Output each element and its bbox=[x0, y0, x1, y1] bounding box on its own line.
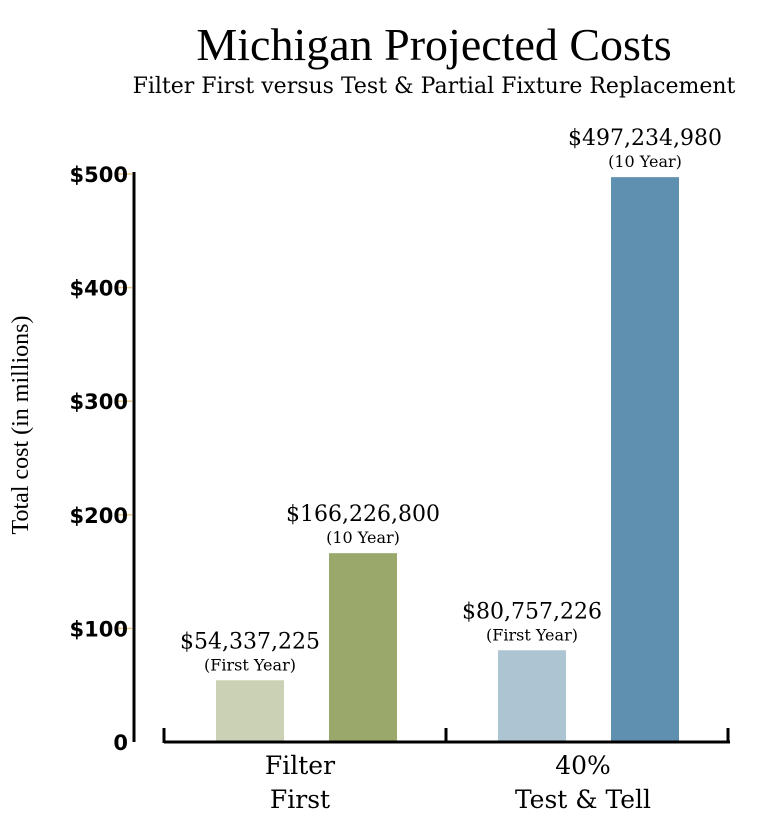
bar bbox=[216, 680, 284, 741]
axes: 0 $100 $200 $300 $400 $500 bbox=[70, 163, 730, 755]
bar bbox=[611, 177, 679, 741]
y-tick-label: $500 bbox=[70, 163, 128, 187]
x-category-label: 40% bbox=[555, 751, 611, 780]
bar-value-label: $80,757,226 bbox=[462, 599, 602, 624]
chart-subtitle: Filter First versus Test & Partial Fixtu… bbox=[133, 74, 736, 99]
bar-value-label: $54,337,225 bbox=[180, 629, 320, 654]
bars bbox=[216, 177, 679, 741]
y-tick-label: $400 bbox=[70, 277, 128, 301]
x-category-label: Test & Tell bbox=[515, 785, 651, 814]
chart-title: Michigan Projected Costs bbox=[196, 19, 671, 70]
bar bbox=[498, 650, 566, 741]
bar-period-label: (10 Year) bbox=[326, 528, 400, 547]
bar-period-label: (First Year) bbox=[486, 625, 578, 644]
y-axis-label: Total cost (in millions) bbox=[8, 316, 34, 535]
bar bbox=[329, 553, 397, 741]
bar-period-label: (First Year) bbox=[204, 655, 296, 674]
y-tick-label: $300 bbox=[70, 390, 128, 414]
y-tick-label: $100 bbox=[70, 617, 128, 641]
y-tick-label: 0 bbox=[113, 731, 128, 755]
bar-value-label: $166,226,800 bbox=[286, 502, 440, 527]
x-category-label: First bbox=[270, 785, 330, 814]
bar-period-label: (10 Year) bbox=[608, 152, 682, 171]
bar-labels: $54,337,225(First Year)$166,226,800(10 Y… bbox=[180, 126, 722, 814]
bar-value-label: $497,234,980 bbox=[568, 126, 722, 151]
y-tick-label: $200 bbox=[70, 504, 128, 528]
x-category-label: Filter bbox=[265, 751, 335, 780]
